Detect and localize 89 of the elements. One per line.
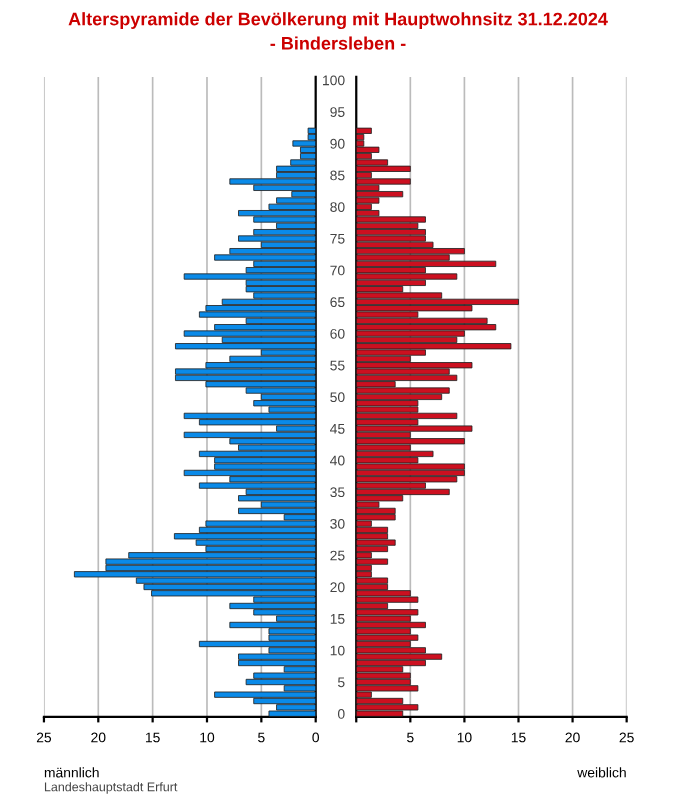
bar — [183, 330, 316, 337]
bar — [238, 659, 316, 667]
bar — [183, 431, 316, 439]
bar — [356, 507, 396, 515]
bar — [198, 311, 316, 318]
bar — [198, 450, 316, 458]
bar — [356, 191, 404, 198]
bar — [238, 653, 316, 660]
bar — [245, 286, 316, 293]
bar — [356, 298, 519, 305]
bar — [356, 216, 426, 223]
bar — [238, 507, 316, 515]
bar — [73, 571, 316, 578]
bar — [229, 178, 316, 185]
bar — [356, 317, 488, 324]
bar — [198, 640, 316, 648]
bar — [356, 596, 419, 603]
bar — [253, 400, 316, 407]
bar — [356, 235, 426, 242]
bar — [307, 127, 316, 134]
bar — [356, 704, 419, 711]
bar — [356, 609, 419, 616]
bar — [276, 197, 316, 204]
chart-subtitle: - Bindersleben - — [270, 36, 406, 50]
bar — [356, 539, 396, 546]
bar — [173, 533, 316, 540]
bar — [356, 545, 389, 553]
bar — [356, 393, 443, 401]
bar — [356, 526, 389, 534]
bar — [183, 469, 316, 477]
bar — [356, 387, 450, 394]
bar — [356, 260, 497, 267]
bar — [356, 476, 458, 483]
bar — [143, 583, 316, 591]
bar — [300, 146, 316, 153]
bar — [356, 653, 443, 660]
bar — [245, 678, 316, 686]
bar — [151, 590, 316, 597]
bar — [356, 412, 458, 420]
bar — [238, 210, 316, 217]
bar — [268, 710, 316, 717]
bar — [356, 685, 419, 692]
bar — [175, 343, 316, 350]
bar — [356, 533, 389, 540]
bar — [356, 634, 419, 641]
bar — [205, 520, 316, 527]
bar — [356, 450, 434, 458]
chart-title: Alterspyramide der Bevölkerung mit Hauptwohnsitz 31.12.2024 — [68, 12, 608, 30]
bar — [356, 488, 450, 496]
bar — [356, 463, 465, 470]
bar — [356, 514, 396, 521]
bar — [253, 672, 316, 679]
bar — [356, 273, 458, 280]
bar — [356, 678, 411, 686]
bar — [183, 273, 316, 280]
bar — [238, 495, 316, 502]
bar — [356, 438, 465, 445]
bar — [356, 146, 380, 153]
bar — [356, 672, 411, 679]
bar — [356, 362, 473, 369]
bar — [356, 127, 372, 134]
bar — [356, 324, 497, 331]
bar — [356, 425, 473, 432]
bar — [229, 621, 316, 629]
bar — [356, 229, 426, 236]
bar — [356, 248, 465, 255]
bar — [356, 343, 512, 350]
bar — [198, 482, 316, 489]
bar — [356, 469, 465, 477]
bar — [205, 305, 316, 312]
bar — [105, 558, 316, 565]
bar — [175, 374, 316, 382]
bar — [356, 165, 411, 172]
bar — [229, 602, 316, 610]
bar — [214, 254, 316, 261]
bar — [238, 235, 316, 242]
bar — [356, 621, 426, 629]
bar — [214, 691, 316, 698]
bar — [356, 374, 458, 382]
bar — [356, 178, 411, 185]
bar — [356, 558, 389, 565]
bar — [175, 368, 316, 375]
bar — [356, 222, 419, 229]
bar — [292, 140, 316, 147]
bar — [276, 165, 316, 172]
bar — [356, 590, 411, 597]
bar — [356, 203, 372, 210]
bar — [183, 412, 316, 420]
bar — [356, 577, 389, 584]
